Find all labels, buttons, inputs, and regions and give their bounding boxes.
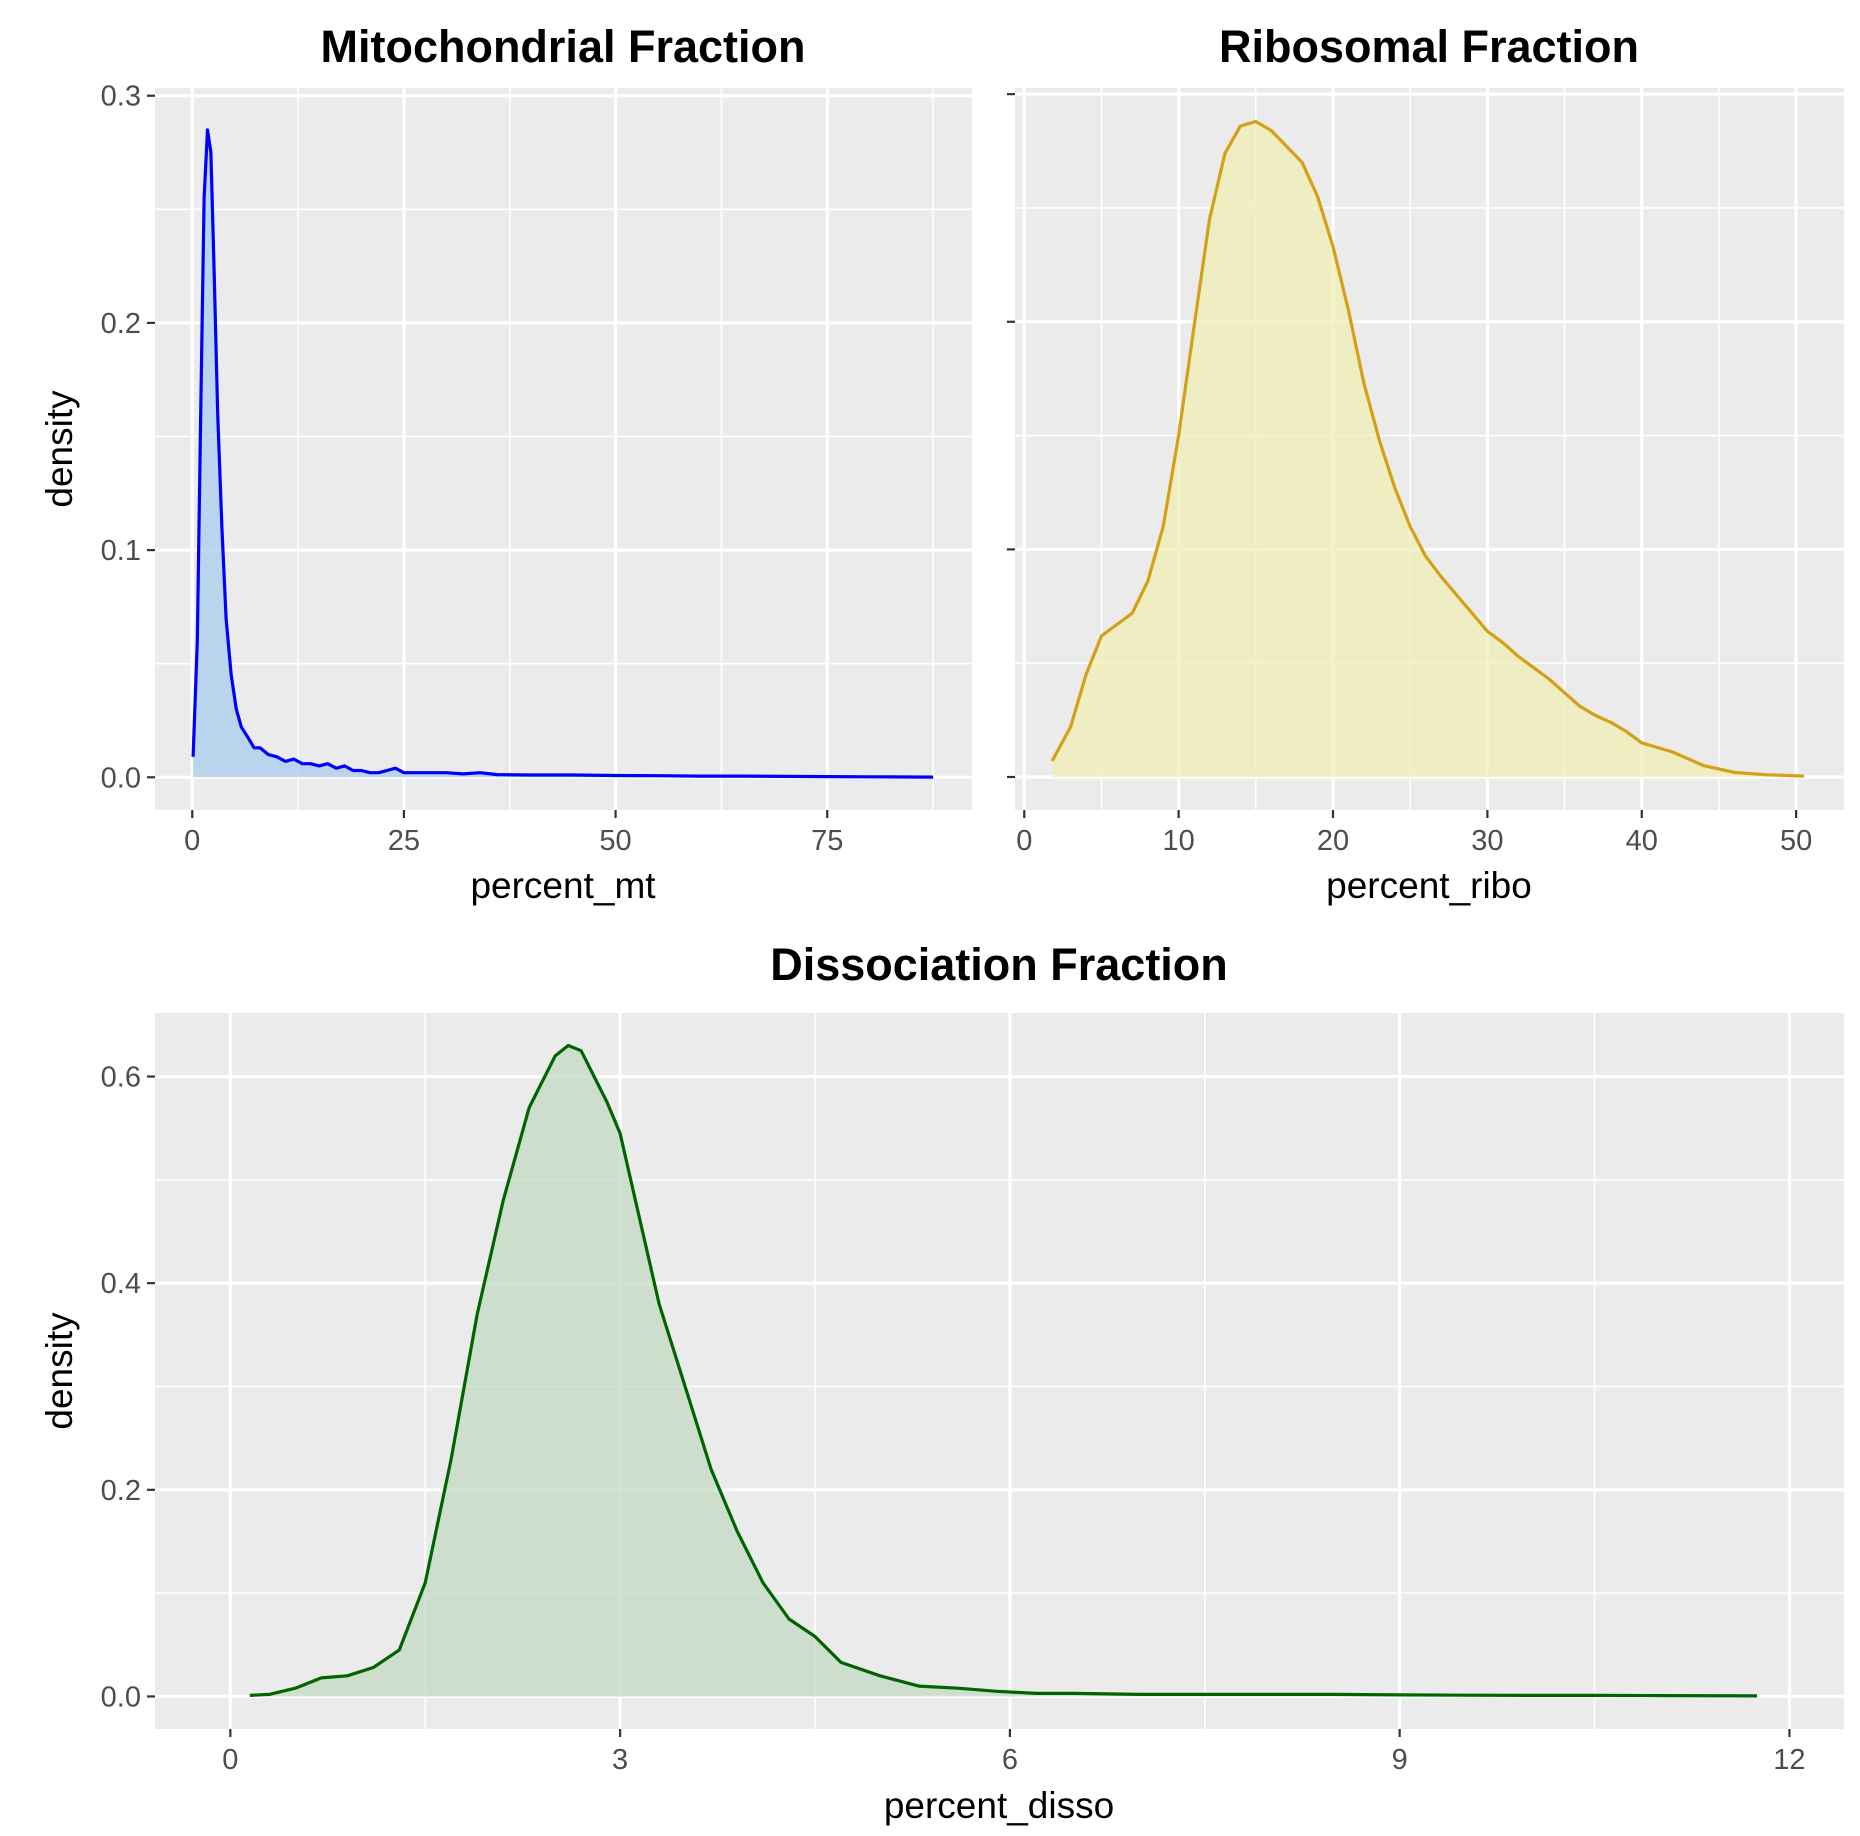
panel-dissociation: 0 3 6 9 12 0.0 0.2 0.4 0.6 Dissociation Fraction…	[39, 939, 1844, 1826]
density-area	[1052, 121, 1804, 777]
y-tick-label: 0.0	[101, 1681, 141, 1713]
y-tick-label: 0.6	[101, 1062, 141, 1094]
x-tick-label: 75	[811, 825, 843, 857]
x-axis-title: percent_mt	[470, 865, 656, 906]
axis-ticks: 0 3 6 9 12 0.0 0.2 0.4 0.6	[101, 1062, 1806, 1776]
x-tick-label: 20	[1317, 825, 1349, 857]
y-tick-label: 0.2	[101, 1475, 141, 1507]
y-tick-label: 0.1	[101, 535, 141, 567]
panel-title: Ribosomal Fraction	[1219, 21, 1639, 72]
axis-ticks: 0 10 20 30 40 50	[1007, 93, 1812, 857]
x-tick-label: 25	[388, 825, 420, 857]
x-axis-title: percent_ribo	[1326, 865, 1532, 906]
density-line	[249, 1043, 1758, 1698]
y-tick-label: 0.3	[101, 81, 141, 113]
x-tick-label: 0	[222, 1744, 238, 1776]
x-tick-label: 3	[612, 1744, 628, 1776]
x-tick-label: 10	[1163, 825, 1195, 857]
density-line	[1050, 119, 1804, 778]
panel-title: Dissociation Fraction	[770, 939, 1228, 990]
x-tick-label: 40	[1626, 825, 1658, 857]
y-tick-label: 0.0	[101, 762, 141, 794]
x-tick-label: 0	[184, 825, 200, 857]
plot-background	[155, 1013, 1844, 1729]
x-tick-label: 6	[1002, 1744, 1018, 1776]
x-tick-label: 50	[1780, 825, 1812, 857]
x-tick-label: 0	[1016, 825, 1032, 857]
panel-title: Mitochondrial Fraction	[320, 21, 805, 72]
y-axis-title: density	[39, 1312, 80, 1430]
x-tick-label: 12	[1773, 1744, 1805, 1776]
y-tick-label: 0.4	[101, 1268, 141, 1300]
density-line	[191, 128, 934, 779]
panel-mitochondrial: 0 25 50 75 0.0 0.1 0.2 0.3 Mitochondrial Fracti…	[39, 21, 972, 906]
y-axis-title: density	[39, 390, 80, 508]
panel-ribosomal: 0 10 20 30 40 50 Ribosomal Fraction percent_r…	[1007, 21, 1844, 906]
axis-ticks: 0 25 50 75 0.0 0.1 0.2 0.3	[101, 81, 844, 857]
density-area	[249, 1045, 1757, 1697]
x-tick-label: 50	[599, 825, 631, 857]
x-tick-label: 30	[1471, 825, 1503, 857]
y-tick-label: 0.2	[101, 308, 141, 340]
plot-background	[155, 88, 972, 810]
x-axis-title: percent_disso	[884, 1785, 1114, 1826]
x-tick-label: 9	[1392, 1744, 1408, 1776]
